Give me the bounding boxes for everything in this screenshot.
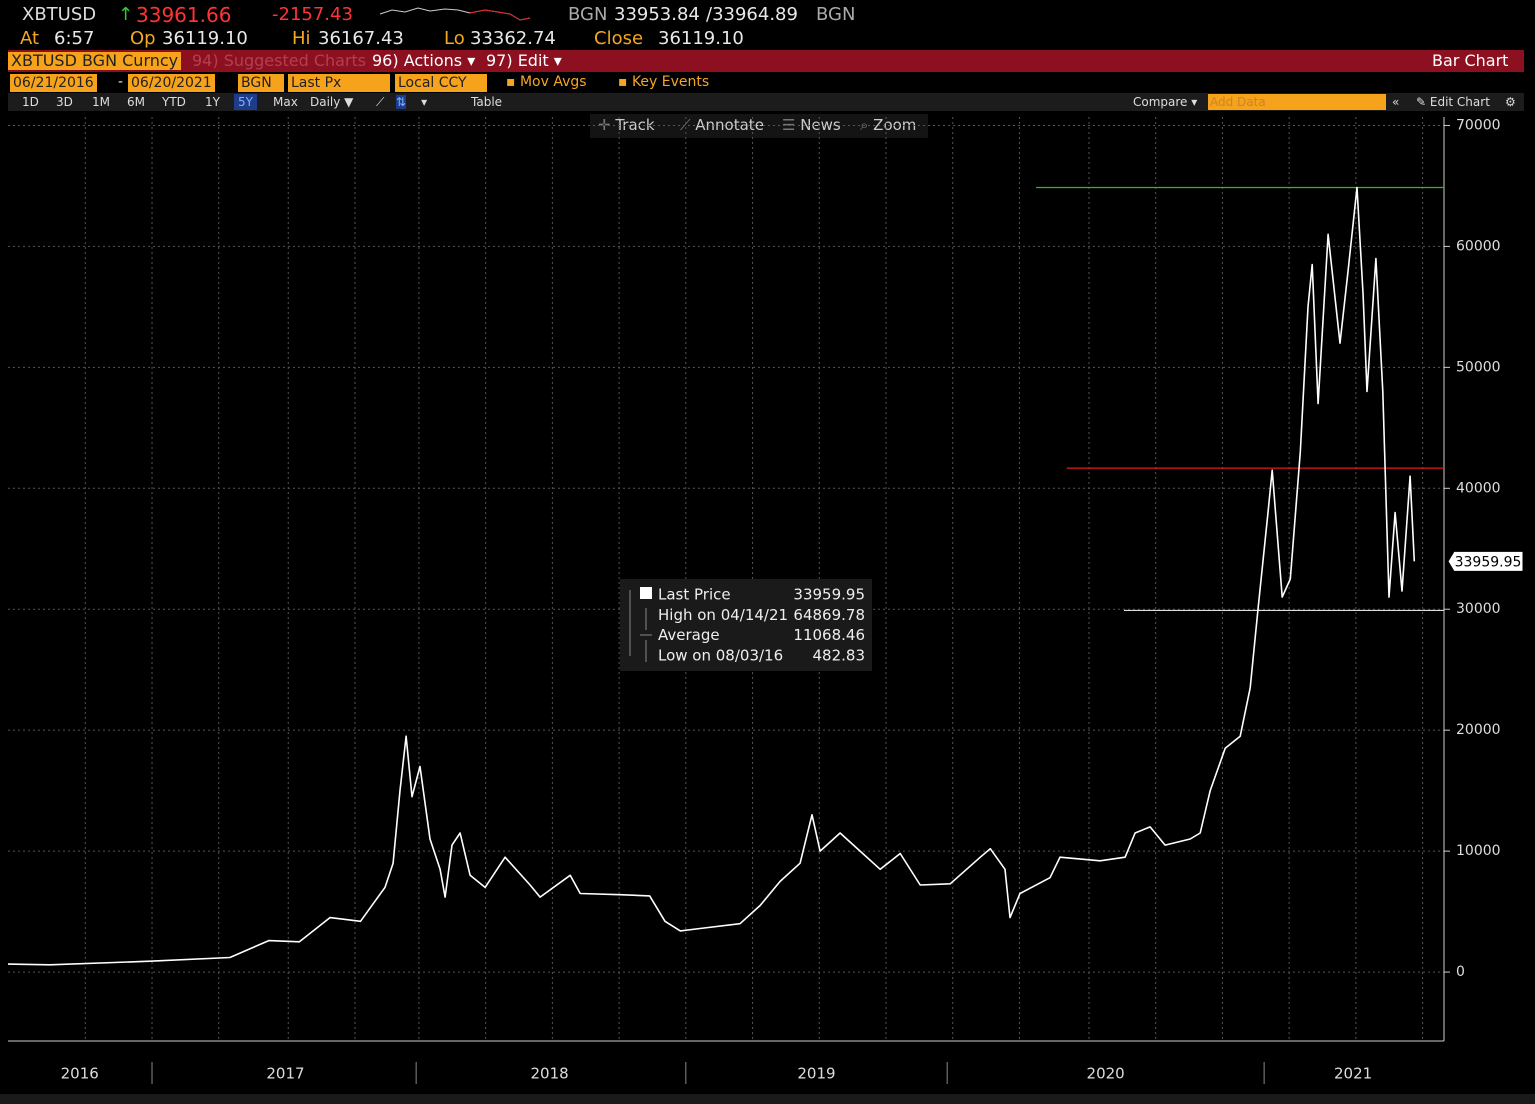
add-data-input[interactable]: Add Data bbox=[1208, 94, 1386, 110]
security-field[interactable]: XBTUSD BGN Curncy bbox=[8, 52, 182, 70]
price-tag bbox=[1447, 550, 1524, 572]
currency-select[interactable]: Local CCY bbox=[395, 74, 487, 92]
period-button[interactable]: 3D bbox=[56, 95, 73, 109]
legend-value: 33959.95 bbox=[793, 586, 865, 604]
x-tick-label: 2021 bbox=[1334, 1065, 1372, 1083]
date-separator: - bbox=[118, 74, 124, 90]
y-tick-label: 60000 bbox=[1456, 238, 1501, 254]
source-field[interactable]: BGN bbox=[238, 74, 284, 92]
price-line bbox=[7, 186, 1416, 966]
close-label: Close bbox=[594, 28, 644, 49]
x-tick-label: 2019 bbox=[797, 1065, 835, 1083]
edit-chart-text: Edit Chart bbox=[1429, 95, 1490, 109]
price-tag-label: 33959.95 bbox=[1455, 554, 1522, 570]
bottom-bar bbox=[0, 1094, 1535, 1104]
legend-label: High on 04/14/21 bbox=[658, 606, 788, 624]
menu-bar bbox=[8, 50, 1524, 72]
x-tick-label: 2020 bbox=[1087, 1065, 1125, 1083]
bid-source: BGN bbox=[568, 4, 608, 25]
edit-chart-button[interactable]: ✎ Edit Chart bbox=[1416, 95, 1490, 109]
high-label: Hi bbox=[292, 28, 311, 49]
compare-button[interactable]: Compare ▾ bbox=[1133, 95, 1198, 109]
y-tick-label: 40000 bbox=[1456, 480, 1501, 496]
last-price: 33961.66 bbox=[136, 3, 232, 27]
key-events[interactable]: ▪ Key Events bbox=[618, 74, 710, 90]
period-button[interactable]: 6M bbox=[127, 95, 145, 109]
chart-style-icons[interactable]: ⟋ ⇅ ▾ bbox=[376, 95, 428, 109]
period-button[interactable]: Max bbox=[273, 95, 298, 109]
settings-icon[interactable]: ⚙ bbox=[1505, 95, 1516, 109]
legend-label: Average bbox=[658, 626, 720, 644]
x-tick-label: 2018 bbox=[530, 1065, 568, 1083]
start-date[interactable]: 06/21/2016 bbox=[10, 74, 97, 92]
period-button[interactable]: 1D bbox=[22, 95, 39, 109]
field-select[interactable]: Last Px bbox=[288, 74, 390, 92]
period-button[interactable]: 1M bbox=[92, 95, 110, 109]
legend-bracket bbox=[629, 590, 652, 662]
high: 36167.43 bbox=[318, 28, 404, 49]
y-tick-label: 10000 bbox=[1456, 843, 1501, 859]
x-tick-label: 2016 bbox=[61, 1065, 99, 1083]
legend-swatch bbox=[640, 587, 652, 599]
view-name: Bar Chart bbox=[1432, 51, 1509, 70]
end-date[interactable]: 06/20/2021 bbox=[128, 74, 215, 92]
chart-tools-bar bbox=[590, 114, 928, 138]
legend: Last Price 33959.95 High on 04/14/21 64869.… bbox=[620, 579, 872, 671]
tool-label: News bbox=[800, 116, 841, 134]
collapse-icon[interactable]: « bbox=[1392, 95, 1400, 109]
legend-label: Last Price bbox=[658, 586, 731, 604]
ask: /33964.89 bbox=[706, 4, 798, 25]
net-change: -2157.43 bbox=[272, 4, 353, 25]
table-button[interactable]: Table bbox=[471, 95, 503, 109]
y-tick-label: 0 bbox=[1456, 964, 1465, 980]
edit-menu[interactable]: 97) Edit ▾ bbox=[486, 51, 562, 70]
toolbar-bar bbox=[8, 93, 1524, 111]
suggested-charts[interactable]: 94) Suggested Charts bbox=[192, 51, 367, 70]
bid: 33953.84 bbox=[614, 4, 700, 25]
legend-value: 64869.78 bbox=[793, 606, 865, 624]
y-tick-label: 30000 bbox=[1456, 601, 1501, 617]
period-button[interactable]: 5Y bbox=[234, 94, 257, 110]
open: 36119.10 bbox=[162, 28, 248, 49]
legend-label: Low on 08/03/16 bbox=[658, 646, 783, 664]
up-arrow: ↑ bbox=[118, 4, 134, 25]
legend-box bbox=[620, 579, 872, 671]
ticker: XBTUSD bbox=[22, 4, 97, 25]
legend-value: 482.83 bbox=[813, 646, 866, 664]
mov-avgs-text: Mov Avgs bbox=[519, 74, 587, 90]
low: 33362.74 bbox=[470, 28, 556, 49]
period-button[interactable]: YTD bbox=[162, 95, 186, 109]
y-tick-label: 50000 bbox=[1456, 359, 1501, 375]
close: 36119.10 bbox=[658, 28, 744, 49]
tool-icon: ⟋ bbox=[680, 116, 696, 134]
mov-avgs[interactable]: ▪ Mov Avgs bbox=[506, 74, 587, 90]
frequency[interactable]: Daily ▼ bbox=[310, 95, 354, 109]
x-tick-label: 2017 bbox=[266, 1065, 304, 1083]
key-events-text: Key Events bbox=[631, 74, 710, 90]
y-tick-label: 20000 bbox=[1456, 722, 1501, 738]
time-label: At bbox=[20, 28, 40, 49]
open-label: Op bbox=[130, 28, 156, 49]
legend-value: 11068.46 bbox=[793, 626, 865, 644]
actions-menu[interactable]: 96) Actions ▾ bbox=[372, 51, 476, 70]
ask-source: BGN bbox=[816, 4, 856, 25]
y-tick-label: 70000 bbox=[1456, 117, 1501, 133]
time: 6:57 bbox=[54, 28, 95, 49]
low-label: Lo bbox=[444, 28, 465, 49]
period-button[interactable]: 1Y bbox=[205, 95, 220, 109]
